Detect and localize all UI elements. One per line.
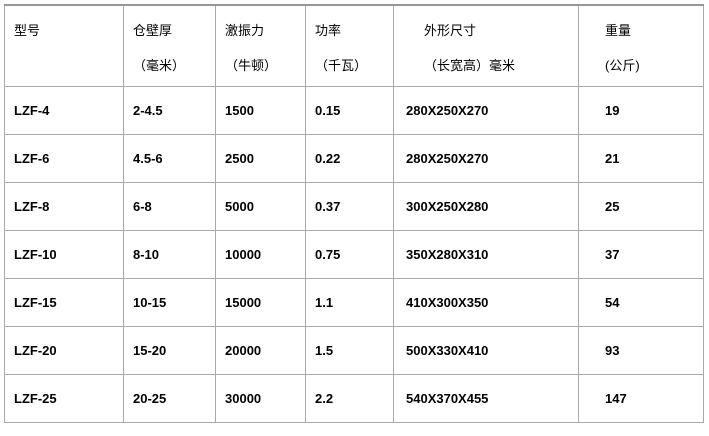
header-line2: （长宽高）毫米 [424, 58, 516, 73]
table-row: LZF-20 15-20 20000 1.5 500X330X410 93 [4, 325, 704, 375]
header-cell-weight: 重量 (公斤) [578, 4, 704, 87]
header-cell-wall-thickness: 仓壁厚 （毫米） [123, 4, 216, 87]
cell-dimensions: 300X250X280 [393, 181, 579, 231]
header-line2 [14, 48, 123, 83]
header-cell-model: 型号 [4, 4, 124, 87]
cell-wall-thickness: 2-4.5 [123, 85, 216, 135]
cell-model: LZF-15 [4, 277, 124, 327]
cell-dimensions: 280X250X270 [393, 85, 579, 135]
header-line2: （毫米） [133, 58, 186, 73]
table-row: LZF-8 6-8 5000 0.37 300X250X280 25 [4, 181, 704, 231]
cell-power: 1.5 [305, 325, 394, 375]
cell-dimensions: 350X280X310 [393, 229, 579, 279]
header-line1: 重量 [605, 23, 632, 38]
cell-power: 0.75 [305, 229, 394, 279]
cell-weight: 21 [578, 133, 704, 183]
cell-wall-thickness: 10-15 [123, 277, 216, 327]
cell-dimensions: 500X330X410 [393, 325, 579, 375]
table-row: LZF-15 10-15 15000 1.1 410X300X350 54 [4, 277, 704, 327]
cell-power: 2.2 [305, 373, 394, 423]
cell-exciting-force: 30000 [215, 373, 306, 423]
cell-model: LZF-6 [4, 133, 124, 183]
cell-power: 1.1 [305, 277, 394, 327]
header-line2: (公斤) [605, 58, 640, 73]
table-header: 型号 仓壁厚 （毫米） 激振力 （牛顿） 功率 （千瓦） 外形尺寸 （长宽高）毫米 重量 (公斤) [4, 4, 704, 87]
cell-model: LZF-4 [4, 85, 124, 135]
header-cell-dimensions: 外形尺寸 （长宽高）毫米 [393, 4, 579, 87]
cell-weight: 25 [578, 181, 704, 231]
header-line2: （千瓦） [315, 58, 368, 73]
table-row: LZF-10 8-10 10000 0.75 350X280X310 37 [4, 229, 704, 279]
cell-model: LZF-8 [4, 181, 124, 231]
header-cell-exciting-force: 激振力 （牛顿） [215, 4, 306, 87]
table-row: LZF-6 4.5-6 2500 0.22 280X250X270 21 [4, 133, 704, 183]
cell-weight: 147 [578, 373, 704, 423]
header-line1: 外形尺寸 [424, 23, 477, 38]
cell-power: 0.22 [305, 133, 394, 183]
cell-exciting-force: 2500 [215, 133, 306, 183]
cell-power: 0.37 [305, 181, 394, 231]
cell-dimensions: 540X370X455 [393, 373, 579, 423]
header-row: 型号 仓壁厚 （毫米） 激振力 （牛顿） 功率 （千瓦） 外形尺寸 （长宽高）毫米 重量 (公斤) [4, 4, 704, 87]
header-line1: 型号 [14, 23, 41, 38]
cell-weight: 19 [578, 85, 704, 135]
cell-exciting-force: 20000 [215, 325, 306, 375]
header-line1: 仓壁厚 [133, 23, 173, 38]
cell-wall-thickness: 20-25 [123, 373, 216, 423]
spec-table: 型号 仓壁厚 （毫米） 激振力 （牛顿） 功率 （千瓦） 外形尺寸 （长宽高）毫米 重量 (公斤) … [4, 4, 704, 423]
table-row: LZF-4 2-4.5 1500 0.15 280X250X270 19 [4, 85, 704, 135]
cell-weight: 37 [578, 229, 704, 279]
header-line1: 激振力 [225, 23, 265, 38]
cell-weight: 54 [578, 277, 704, 327]
header-line2: （牛顿） [225, 58, 278, 73]
cell-power: 0.15 [305, 85, 394, 135]
cell-model: LZF-20 [4, 325, 124, 375]
cell-exciting-force: 5000 [215, 181, 306, 231]
cell-wall-thickness: 8-10 [123, 229, 216, 279]
table-row: LZF-25 20-25 30000 2.2 540X370X455 147 [4, 373, 704, 423]
cell-exciting-force: 1500 [215, 85, 306, 135]
cell-dimensions: 410X300X350 [393, 277, 579, 327]
cell-wall-thickness: 4.5-6 [123, 133, 216, 183]
header-cell-power: 功率 （千瓦） [305, 4, 394, 87]
cell-exciting-force: 10000 [215, 229, 306, 279]
cell-weight: 93 [578, 325, 704, 375]
cell-wall-thickness: 15-20 [123, 325, 216, 375]
cell-model: LZF-25 [4, 373, 124, 423]
cell-wall-thickness: 6-8 [123, 181, 216, 231]
cell-dimensions: 280X250X270 [393, 133, 579, 183]
header-line1: 功率 [315, 23, 342, 38]
cell-model: LZF-10 [4, 229, 124, 279]
table-body: LZF-4 2-4.5 1500 0.15 280X250X270 19 LZF-6 4.5-… [4, 85, 704, 423]
cell-exciting-force: 15000 [215, 277, 306, 327]
